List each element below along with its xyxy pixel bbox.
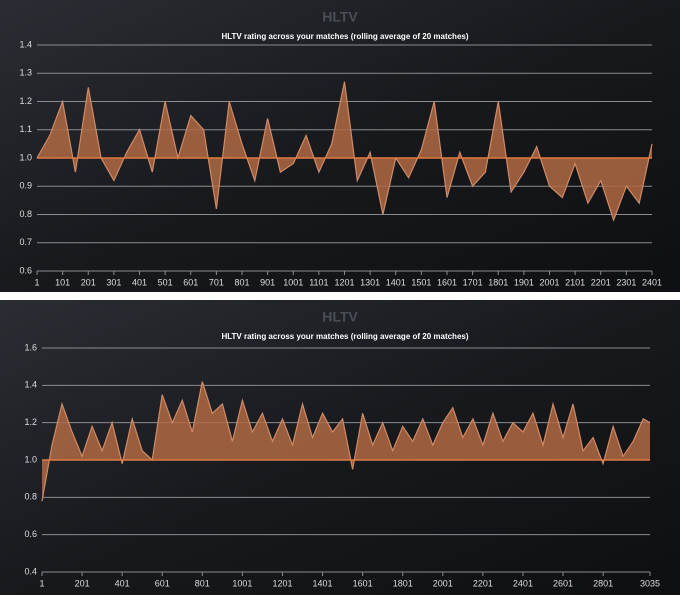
y-tick-label: 1.0 xyxy=(19,152,32,162)
x-tick-label: 301 xyxy=(106,277,121,287)
y-tick-label: 1.2 xyxy=(19,96,32,106)
x-tick-label: 501 xyxy=(158,277,173,287)
x-tick-label: 701 xyxy=(209,277,224,287)
x-tick-label: 1401 xyxy=(313,578,333,588)
y-tick-label: 0.6 xyxy=(24,529,37,539)
x-tick-label: 1201 xyxy=(272,578,292,588)
x-tick-label: 401 xyxy=(132,277,147,287)
y-tick-label: 0.9 xyxy=(19,181,32,191)
x-tick-label: 801 xyxy=(234,277,249,287)
x-tick-label: 1001 xyxy=(232,578,252,588)
x-tick-label: 2401 xyxy=(513,578,533,588)
y-tick-label: 0.6 xyxy=(19,265,32,275)
x-tick-label: 201 xyxy=(81,277,96,287)
x-tick-label: 201 xyxy=(75,578,90,588)
x-tick-label: 1801 xyxy=(393,578,413,588)
x-tick-label: 1101 xyxy=(309,277,328,287)
area xyxy=(42,381,650,502)
y-tick-label: 1.2 xyxy=(24,417,37,427)
x-tick-label: 2401 xyxy=(642,277,662,287)
y-tick-label: 1.4 xyxy=(19,39,32,49)
x-tick-label: 2301 xyxy=(616,277,636,287)
chart-title: HLTV xyxy=(322,9,358,25)
line xyxy=(36,81,653,222)
x-tick-label: 901 xyxy=(260,277,275,287)
x-tick-label: 601 xyxy=(155,578,170,588)
x-tick-label: 1801 xyxy=(488,277,508,287)
x-tick-label: 3035 xyxy=(640,578,660,588)
x-tick-label: 2801 xyxy=(593,578,613,588)
line xyxy=(41,381,651,502)
x-tick-label: 1401 xyxy=(386,277,406,287)
y-tick-label: 0.8 xyxy=(19,209,32,219)
y-tick-label: 1.4 xyxy=(24,380,37,390)
x-tick-label: 2201 xyxy=(591,277,611,287)
x-tick-label: 1501 xyxy=(411,277,431,287)
chart-subtitle: HLTV rating across your matches (rolling… xyxy=(221,332,468,341)
x-tick-label: 2001 xyxy=(539,277,559,287)
y-tick-label: 1.0 xyxy=(24,454,37,464)
x-tick-label: 1601 xyxy=(353,578,373,588)
x-tick-label: 1601 xyxy=(437,277,457,287)
x-tick-label: 401 xyxy=(115,578,130,588)
x-tick-label: 2101 xyxy=(565,277,585,287)
x-tick-label: 1301 xyxy=(360,277,380,287)
x-tick-label: 1701 xyxy=(463,277,483,287)
x-tick-label: 1201 xyxy=(334,277,354,287)
chart-title: HLTV xyxy=(322,309,358,325)
x-tick-label: 2001 xyxy=(433,578,453,588)
y-tick-label: 1.6 xyxy=(24,342,37,352)
x-tick-label: 1901 xyxy=(514,277,534,287)
y-tick-label: 1.1 xyxy=(19,124,32,134)
x-tick-label: 101 xyxy=(55,277,70,287)
x-tick-label: 1 xyxy=(34,277,39,287)
x-tick-label: 2601 xyxy=(553,578,573,588)
y-tick-label: 1.3 xyxy=(19,68,32,78)
y-tick-label: 0.4 xyxy=(24,566,37,576)
x-tick-label: 801 xyxy=(195,578,210,588)
y-tick-label: 0.8 xyxy=(24,492,37,502)
x-tick-label: 601 xyxy=(183,277,198,287)
x-tick-label: 1001 xyxy=(283,277,303,287)
chart-subtitle: HLTV rating across your matches (rolling… xyxy=(221,32,468,41)
x-tick-label: 1 xyxy=(39,578,44,588)
y-tick-label: 0.7 xyxy=(19,237,32,247)
x-tick-label: 2201 xyxy=(473,578,493,588)
